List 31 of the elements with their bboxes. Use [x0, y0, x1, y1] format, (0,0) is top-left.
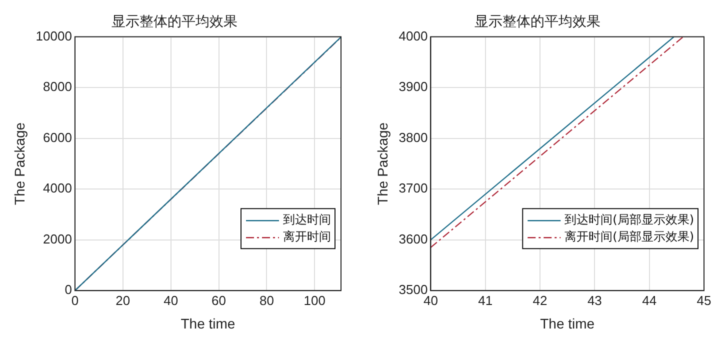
- legend-label: 离开时间: [283, 230, 331, 244]
- legend-label: 到达时间: [283, 212, 331, 227]
- y-tick-label: 3800: [398, 130, 428, 145]
- y-tick-label: 4000: [398, 28, 428, 44]
- x-tick-label: 20: [116, 292, 130, 308]
- x-tick-label: 42: [532, 292, 548, 308]
- x-axis-title: The time: [540, 315, 595, 332]
- legend-label: 离开时间(局部显示效果): [564, 230, 694, 244]
- x-tick-label: 80: [259, 292, 274, 308]
- y-tick-label: 8000: [43, 79, 72, 94]
- y-tick-label: 4000: [43, 180, 72, 196]
- y-axis-title: The Package: [11, 122, 28, 205]
- y-tick-label: 10000: [36, 28, 72, 44]
- y-tick-label: 0: [64, 282, 72, 298]
- x-tick-label: 43: [587, 292, 602, 308]
- x-tick-label: 41: [478, 292, 493, 308]
- x-axis-title: The time: [180, 315, 236, 332]
- y-axis-title: The Package: [374, 122, 390, 205]
- x-tick-label: 40: [164, 292, 178, 308]
- y-tick-label: 3900: [398, 79, 428, 94]
- chart-title: 显示整体的平均效果: [474, 14, 600, 30]
- x-tick-label: 100: [304, 292, 326, 308]
- y-tick-label: 3600: [398, 231, 428, 246]
- y-tick-label: 2000: [43, 231, 72, 246]
- x-tick-label: 60: [212, 292, 226, 308]
- x-tick-label: 45: [696, 292, 712, 308]
- y-tick-label: 3700: [398, 180, 428, 196]
- y-tick-label: 6000: [43, 130, 72, 145]
- x-tick-label: 44: [642, 292, 657, 308]
- chart-title: 显示整体的平均效果: [112, 14, 238, 30]
- legend-label: 到达时间(局部显示效果): [564, 212, 694, 227]
